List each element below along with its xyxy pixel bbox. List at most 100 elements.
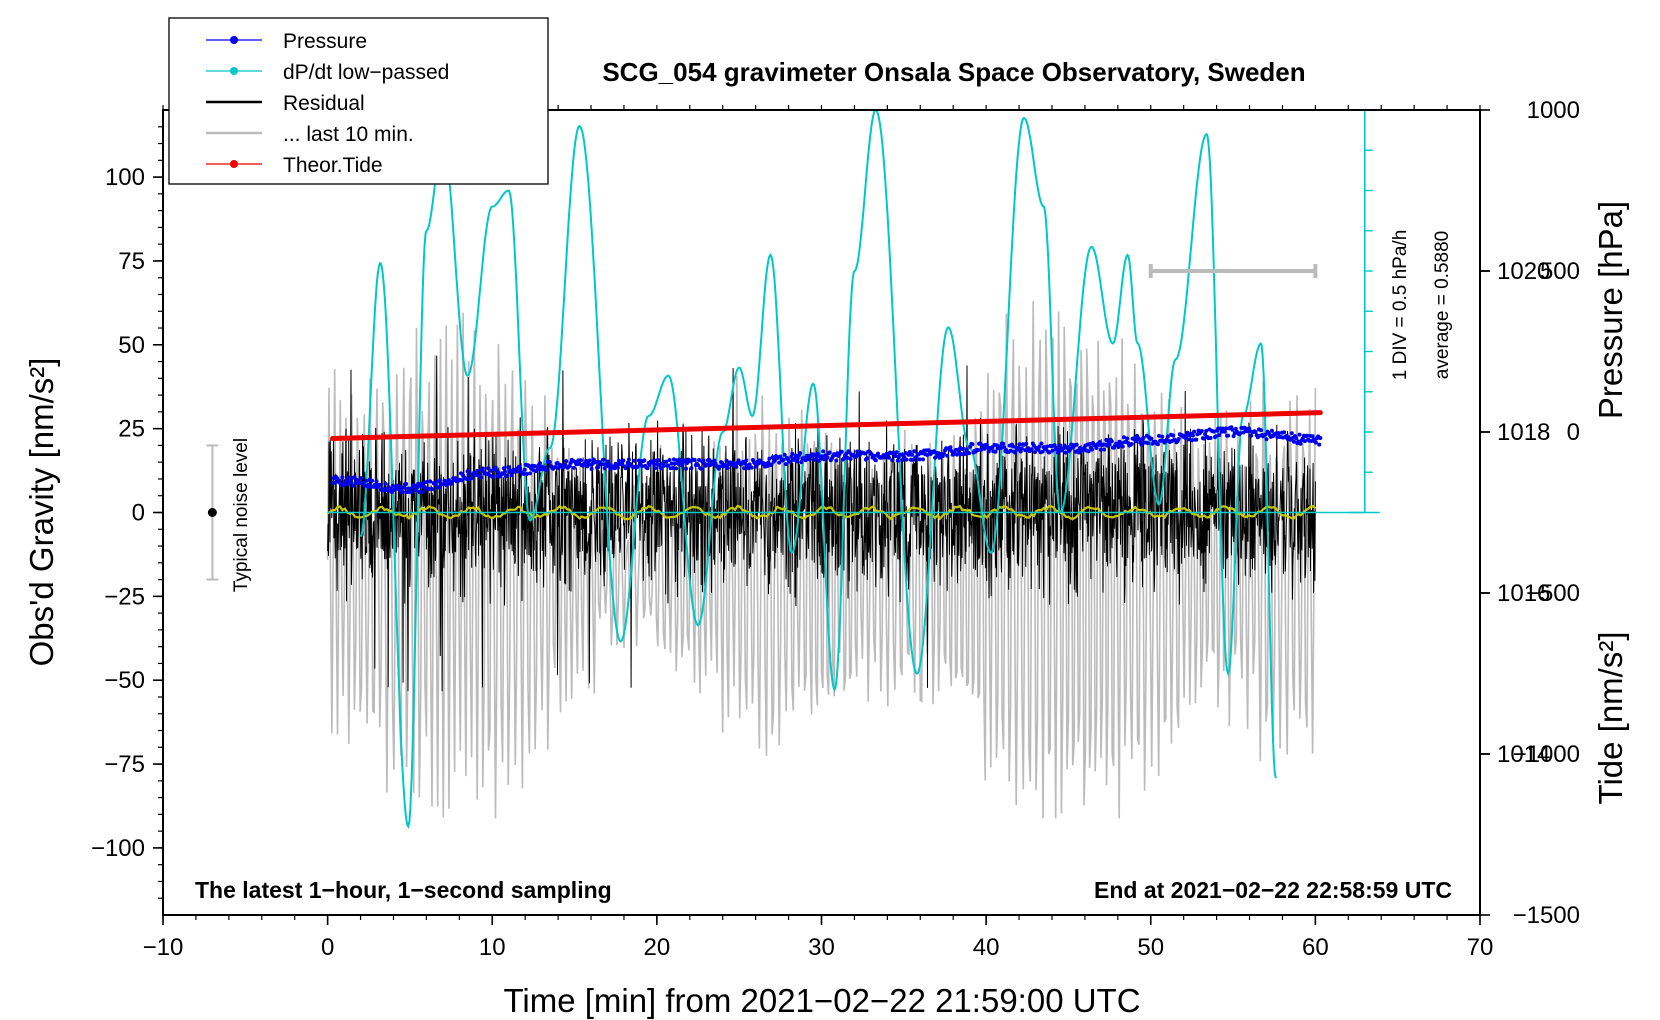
pressure-point: [798, 451, 803, 456]
pressure-point: [400, 490, 405, 495]
x-tick-label: 70: [1467, 934, 1494, 961]
pressure-point: [652, 462, 657, 467]
pressure-point: [460, 478, 465, 483]
pressure-point: [502, 469, 507, 474]
pressure-point: [767, 456, 772, 461]
pressure-point: [799, 460, 804, 465]
residual-line: [327, 355, 1316, 692]
pressure-point: [873, 458, 878, 463]
pressure-point: [617, 458, 621, 463]
pressure-point: [528, 471, 533, 476]
pressure-point: [538, 461, 542, 466]
pressure-point: [1223, 426, 1228, 431]
pressure-point: [1226, 433, 1231, 438]
pressure-point: [1263, 432, 1268, 437]
pressure-point: [1253, 430, 1258, 434]
pressure-point: [912, 449, 917, 454]
pressure-point: [567, 464, 572, 468]
pressure-point: [1249, 433, 1254, 438]
pressure-point: [653, 466, 658, 471]
pressure-point: [1149, 436, 1154, 441]
y-tick-label: −50: [104, 667, 145, 694]
pressure-point: [1137, 437, 1142, 442]
pressure-point: [478, 475, 483, 480]
pressure-point: [1155, 442, 1160, 447]
pressure-point: [1289, 431, 1294, 436]
y-tick-label: 25: [118, 416, 145, 443]
pressure-point: [680, 461, 685, 466]
residual-series-group: [327, 355, 1316, 692]
pressure-point: [993, 449, 998, 454]
pressure-point: [1039, 441, 1044, 446]
pressure-point: [696, 463, 700, 468]
pressure-point: [1090, 447, 1094, 452]
pressure-point: [1270, 428, 1274, 433]
pressure-point: [1176, 437, 1181, 441]
pressure-point: [948, 445, 953, 450]
pressure-point: [518, 466, 523, 471]
pressure-point: [1002, 445, 1007, 450]
pressure-point: [1199, 429, 1204, 433]
pressure-point: [347, 475, 351, 480]
pressure-point: [1217, 433, 1222, 438]
pressure-tick-label: 1016: [1497, 580, 1550, 607]
pressure-point: [684, 466, 688, 471]
pressure-point: [1024, 441, 1029, 446]
pressure-point: [332, 480, 337, 485]
pressure-point: [1222, 429, 1227, 434]
pressure-point: [1214, 434, 1219, 439]
pressure-point: [734, 464, 739, 469]
pressure-point: [749, 465, 754, 470]
pressure-point: [1160, 434, 1165, 439]
pressure-point: [871, 453, 876, 458]
pressure-point: [959, 452, 964, 457]
pressure-point: [1141, 435, 1146, 440]
pressure-point: [782, 452, 787, 457]
pressure-point: [1074, 442, 1079, 447]
pressure-point: [1297, 432, 1302, 437]
pressure-point: [594, 460, 598, 464]
pressure-point: [409, 490, 414, 495]
pressure-point: [1146, 441, 1150, 446]
pressure-point: [437, 485, 441, 490]
pressure-point: [890, 458, 895, 463]
pressure-point: [419, 481, 424, 486]
y-tick-label: 0: [132, 500, 145, 527]
tide-tick-label: 1000: [1527, 97, 1580, 124]
pressure-point: [664, 459, 669, 464]
noise-level-center: [207, 508, 217, 517]
pressure-point: [488, 468, 493, 473]
pressure-point: [808, 457, 812, 462]
x-tick-label: 0: [321, 934, 334, 961]
pressure-point: [589, 467, 594, 471]
pressure-point: [925, 453, 930, 457]
pressure-point: [1125, 436, 1130, 441]
pressure-point: [975, 448, 980, 452]
tide-tick-label: 500: [1540, 258, 1580, 285]
pressure-tick-label: 1020: [1497, 258, 1550, 285]
pressure-point: [401, 485, 406, 490]
pressure-point: [1191, 433, 1195, 438]
noise-level-label: Typical noise level: [231, 438, 252, 592]
pressure-point: [600, 462, 605, 467]
pressure-point: [795, 456, 800, 461]
pressure-point: [1094, 446, 1099, 450]
pressure-point: [704, 462, 709, 467]
pressure-point: [404, 482, 409, 486]
pressure-point: [821, 449, 826, 454]
pressure-point: [1192, 429, 1197, 434]
pressure-point: [640, 464, 645, 469]
pressure-point: [1033, 450, 1037, 455]
y-tick-label: −25: [104, 583, 145, 610]
pressure-point: [1230, 427, 1235, 432]
x-tick-label: 20: [644, 934, 671, 961]
pressure-point: [677, 457, 682, 462]
pressure-point: [1119, 441, 1124, 446]
pressure-point: [420, 489, 425, 494]
pressure-point: [667, 458, 672, 462]
pressure-point: [1186, 437, 1191, 442]
pressure-point: [1211, 429, 1216, 434]
pressure-point: [1017, 442, 1022, 447]
dpdt-series-group: [327, 108, 1365, 830]
pressure-point: [670, 466, 675, 470]
